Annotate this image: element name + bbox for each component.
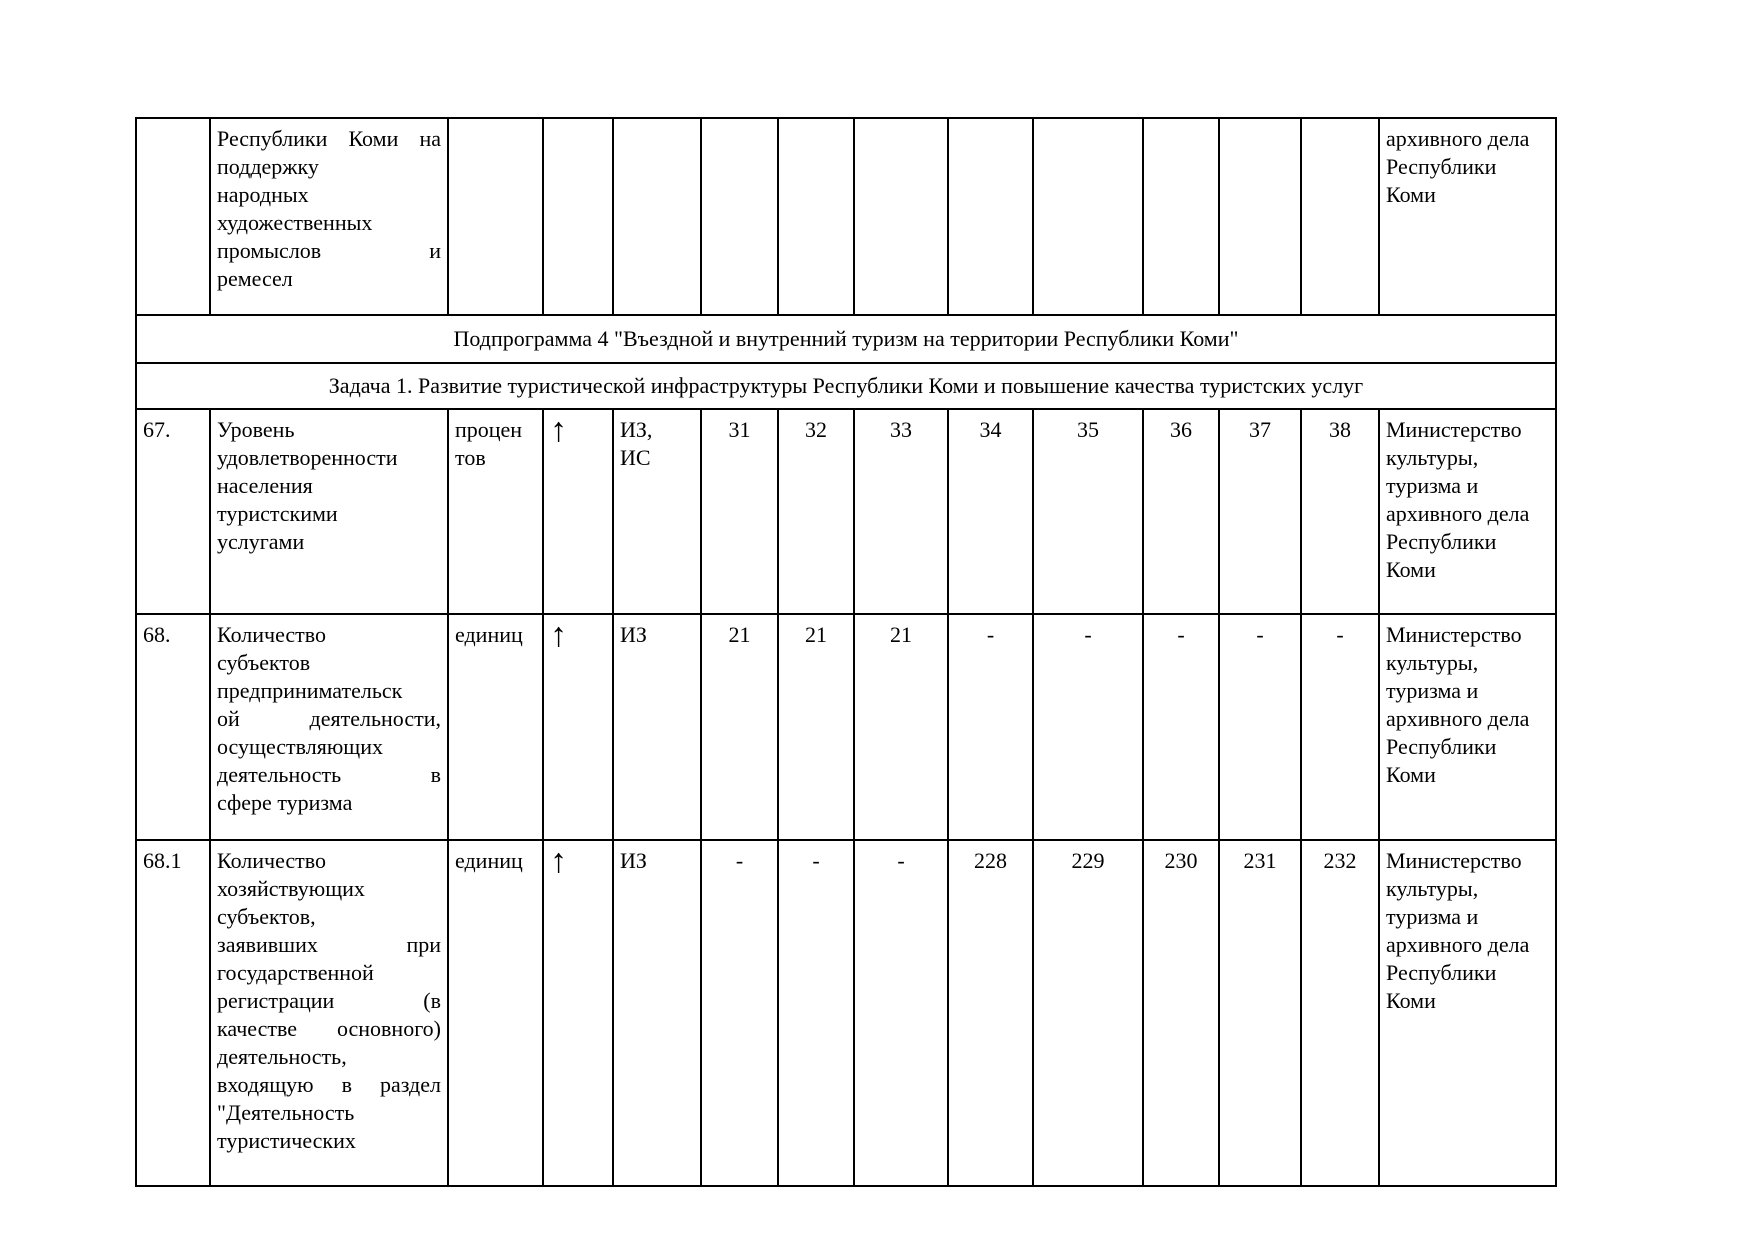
task-header-row: Задача 1. Развитие туристической инфраст…: [135, 362, 1557, 410]
indicator-name-line: удовлетворенности: [217, 445, 398, 470]
indicator-name-line: входящую в раздел: [217, 1072, 441, 1097]
responsible-cell: архивного дела Республики Коми: [1378, 117, 1557, 316]
subprogram-header: Подпрограмма 4 "Въездной и внутренний ту…: [135, 314, 1557, 364]
value-cell: -: [853, 839, 949, 1187]
value-cell: 32: [777, 408, 855, 615]
indicator-name-line: промыслов и: [217, 238, 441, 263]
indicator-name-line: услугами: [217, 529, 305, 554]
value-cell: [1142, 117, 1220, 316]
indicator-name-line: ремесел: [217, 266, 293, 291]
value-cell: 228: [947, 839, 1034, 1187]
value-cell: 35: [1032, 408, 1144, 615]
row-number-cell: 67.: [135, 408, 211, 615]
trend-cell: ↑: [542, 839, 614, 1187]
value-cell: -: [700, 839, 779, 1187]
value-cell: 36: [1142, 408, 1220, 615]
indicator-name-line: предпринимательск: [217, 678, 403, 703]
source-cell: ИЗ: [612, 613, 702, 841]
value-cell: -: [947, 613, 1034, 841]
indicator-name-line: Количество: [217, 622, 327, 647]
value-cell: [1218, 117, 1302, 316]
value-cell: [1032, 117, 1144, 316]
trend-cell: [542, 117, 614, 316]
indicator-name-line: субъектов: [217, 650, 311, 675]
row-number-cell: [135, 117, 211, 316]
value-cell: -: [777, 839, 855, 1187]
subprogram-header-row: Подпрограмма 4 "Въездной и внутренний ту…: [135, 314, 1557, 364]
value-cell: 21: [853, 613, 949, 841]
indicator-name-line: народных: [217, 182, 309, 207]
task-header: Задача 1. Развитие туристической инфраст…: [135, 362, 1557, 410]
indicator-name-line: регистрации (в: [217, 988, 441, 1013]
value-cell: 21: [777, 613, 855, 841]
value-cell: 31: [700, 408, 779, 615]
source-cell: ИЗ, ИС: [612, 408, 702, 615]
indicator-name-line: качестве основного): [217, 1016, 441, 1041]
value-cell: 229: [1032, 839, 1144, 1187]
trend-cell: ↑: [542, 613, 614, 841]
value-cell: -: [1300, 613, 1380, 841]
unit-cell: единиц: [447, 839, 544, 1187]
table-row-68-1: 68.1 Количество хозяйствующих субъектов,…: [135, 839, 1557, 1187]
indicator-name-line: деятельность,: [217, 1044, 347, 1069]
indicator-name-line: сфере туризма: [217, 790, 353, 815]
value-cell: [700, 117, 779, 316]
indicator-name-line: Республики Коми на: [217, 126, 441, 151]
unit-cell: [447, 117, 544, 316]
value-cell: -: [1032, 613, 1144, 841]
indicator-name-line: деятельность в: [217, 762, 441, 787]
value-cell: 38: [1300, 408, 1380, 615]
value-cell: [1300, 117, 1380, 316]
value-cell: 232: [1300, 839, 1380, 1187]
row-number-cell: 68.1: [135, 839, 211, 1187]
unit-cell: единиц: [447, 613, 544, 841]
indicator-name-line: государственной: [217, 960, 374, 985]
indicator-name-cell: Республики Коми на поддержку народных ху…: [209, 117, 449, 316]
value-cell: 33: [853, 408, 949, 615]
responsible-cell: Министерство культуры, туризма и архивно…: [1378, 408, 1557, 615]
value-cell: 37: [1218, 408, 1302, 615]
source-cell: [612, 117, 702, 316]
value-cell: 34: [947, 408, 1034, 615]
indicator-name-line: поддержку: [217, 154, 319, 179]
table-row-67: 67. Уровень удовлетворенности населения …: [135, 408, 1557, 615]
indicator-name-line: субъектов,: [217, 904, 316, 929]
indicator-name-line: Количество: [217, 848, 327, 873]
trend-cell: ↑: [542, 408, 614, 615]
indicator-name-line: населения: [217, 473, 313, 498]
value-cell: 230: [1142, 839, 1220, 1187]
indicator-name-cell: Количество субъектов предпринимательск о…: [209, 613, 449, 841]
value-cell: [777, 117, 855, 316]
indicator-name-line: заявивших при: [217, 932, 441, 957]
indicator-name-line: хозяйствующих: [217, 876, 365, 901]
source-cell: ИЗ: [612, 839, 702, 1187]
indicator-name-line: туристических: [217, 1128, 356, 1153]
indicator-name-line: осуществляющих: [217, 734, 383, 759]
indicator-name-cell: Количество хозяйствующих субъектов, заяв…: [209, 839, 449, 1187]
indicator-name-line: "Деятельность: [217, 1100, 355, 1125]
value-cell: -: [1218, 613, 1302, 841]
value-cell: -: [1142, 613, 1220, 841]
indicators-table: Республики Коми на поддержку народных ху…: [135, 117, 1557, 1187]
table-row-68: 68. Количество субъектов предприниматель…: [135, 613, 1557, 841]
indicator-name-line: туристскими: [217, 501, 338, 526]
responsible-cell: Министерство культуры, туризма и архивно…: [1378, 613, 1557, 841]
indicator-name-line: ой деятельности,: [217, 706, 441, 731]
responsible-cell: Министерство культуры, туризма и архивно…: [1378, 839, 1557, 1187]
value-cell: 21: [700, 613, 779, 841]
indicator-name-line: Уровень: [217, 417, 295, 442]
indicator-name-cell: Уровень удовлетворенности населения тури…: [209, 408, 449, 615]
value-cell: 231: [1218, 839, 1302, 1187]
trend-up-arrow-icon: ↑: [550, 617, 567, 654]
indicator-name-line: художественных: [217, 210, 373, 235]
value-cell: [947, 117, 1034, 316]
row-number-cell: 68.: [135, 613, 211, 841]
value-cell: [853, 117, 949, 316]
unit-cell: процен тов: [447, 408, 544, 615]
trend-up-arrow-icon: ↑: [550, 412, 567, 449]
trend-up-arrow-icon: ↑: [550, 843, 567, 880]
table-row-continuation: Республики Коми на поддержку народных ху…: [135, 117, 1557, 316]
